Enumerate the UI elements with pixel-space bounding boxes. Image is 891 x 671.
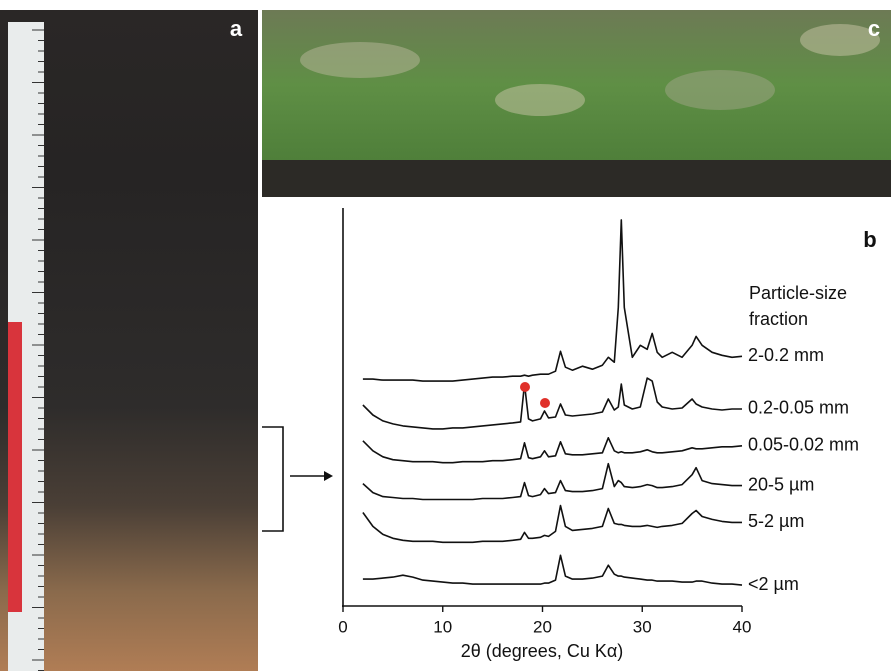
xrd-trace <box>363 220 742 381</box>
legend-title: Particle-size fraction <box>749 280 859 332</box>
xrd-trace <box>363 378 742 429</box>
figure: a b c 2θ (degrees, Cu Kα) 0 10 20 30 40 2-0.2… <box>0 0 891 671</box>
grass-photo <box>262 10 891 197</box>
x-tick-label: 10 <box>433 617 452 636</box>
xrd-trace <box>363 464 742 500</box>
panel-label: a <box>230 16 243 41</box>
arrow-head <box>324 471 333 481</box>
soil-photo <box>0 10 258 671</box>
x-tick-label: 20 <box>533 617 552 636</box>
page: {"panel_labels": ["a", "b", "c"], "chart… <box>0 0 891 671</box>
x-tick-label: 40 <box>733 617 752 636</box>
marker-dot <box>540 398 550 408</box>
marker-dot <box>520 382 530 392</box>
series-label: 0.2-0.05 mm <box>748 398 849 418</box>
panel-label: c <box>868 16 880 41</box>
series-label: 2-0.2 mm <box>748 345 824 365</box>
panel-label: b <box>863 227 876 252</box>
x-tick-label: 30 <box>633 617 652 636</box>
x-tick-label: 0 <box>338 617 347 636</box>
series-label: <2 µm <box>748 574 799 594</box>
x-axis-title: 2θ (degrees, Cu Kα) <box>461 641 623 661</box>
xrd-trace <box>363 438 742 463</box>
series-label: 0.05-0.02 mm <box>748 435 859 455</box>
series-label: 5-2 µm <box>748 511 804 531</box>
series-label: 20-5 µm <box>748 474 814 494</box>
bracket <box>262 427 283 531</box>
xrd-trace <box>363 555 742 585</box>
xrd-trace <box>363 506 742 543</box>
